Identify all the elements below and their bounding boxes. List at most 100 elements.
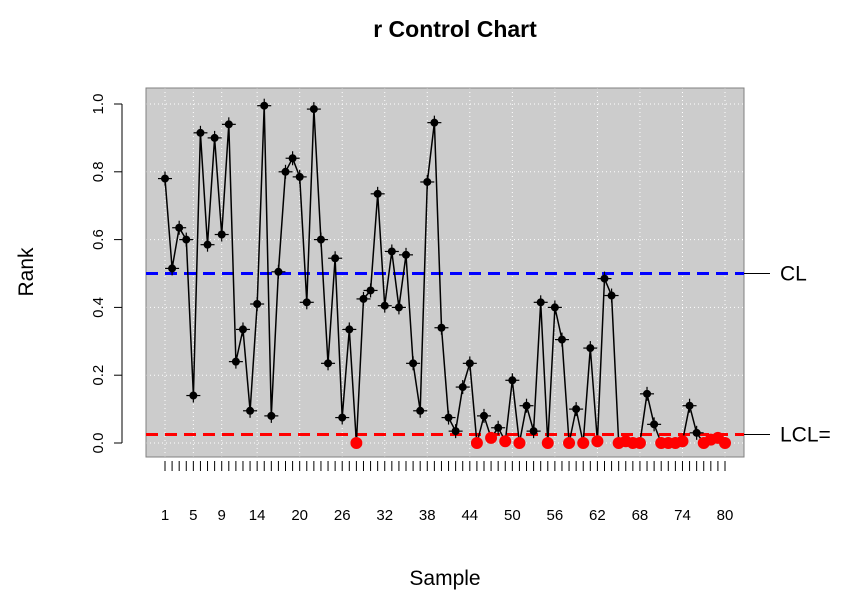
y-tick-label: 0.4 (90, 297, 107, 318)
out-of-control-point (470, 437, 483, 449)
data-point (406, 356, 421, 371)
data-point (689, 425, 704, 440)
data-point (547, 300, 562, 315)
y-tick-label: 0.8 (90, 161, 107, 182)
data-point (505, 373, 520, 388)
point-marker (676, 435, 689, 448)
data-point (363, 283, 378, 298)
data-point (257, 98, 272, 113)
limit-label: LCL= (780, 424, 831, 447)
data-point (441, 410, 456, 425)
point-marker (633, 437, 646, 449)
data-point (533, 295, 548, 310)
data-point (228, 354, 243, 369)
data-point (207, 130, 222, 145)
data-point (306, 102, 321, 117)
data-point (328, 251, 343, 266)
data-point (221, 117, 236, 132)
x-tick-label: 9 (218, 507, 226, 524)
data-point (597, 271, 612, 286)
y-tick-label: 0.2 (90, 365, 107, 386)
data-point (491, 420, 506, 435)
data-point (413, 403, 428, 418)
x-tick-label: 32 (376, 507, 393, 524)
data-point (526, 424, 541, 439)
out-of-control-point (591, 435, 604, 448)
point-marker (470, 437, 483, 449)
x-tick-label: 20 (291, 507, 308, 524)
data-point (682, 398, 697, 413)
out-of-control-point (633, 437, 646, 449)
data-point (335, 410, 350, 425)
data-point (377, 298, 392, 313)
x-tick-label: 26 (334, 507, 351, 524)
data-point (243, 403, 258, 418)
data-point (604, 288, 619, 303)
point-marker (499, 435, 512, 448)
data-point (384, 244, 399, 259)
data-point (264, 408, 279, 423)
data-point (569, 402, 584, 417)
y-tick-label: 1.0 (90, 94, 107, 115)
data-point (476, 408, 491, 423)
plot-area (146, 88, 744, 457)
point-marker (591, 435, 604, 448)
data-point (158, 171, 172, 186)
point-marker (563, 437, 576, 449)
out-of-control-point (563, 437, 576, 449)
point-marker (513, 437, 526, 449)
data-point (292, 169, 307, 184)
point-marker (577, 437, 590, 449)
data-point (193, 125, 208, 140)
out-of-control-point (541, 437, 554, 449)
data-point (455, 380, 470, 395)
data-point (427, 115, 442, 130)
data-point (271, 264, 286, 279)
x-tick-label: 56 (547, 507, 564, 524)
x-axis: 1 5 9 14 20 26 32 38 44 50 56 62 68 74 80 (161, 461, 733, 524)
data-point (399, 247, 414, 262)
data-point (278, 164, 293, 179)
data-point (200, 237, 215, 252)
data-series (158, 98, 731, 449)
data-point (462, 356, 477, 371)
data-point (583, 341, 598, 356)
point-marker (485, 431, 498, 444)
limit-label: CL (780, 263, 807, 286)
out-of-control-point (676, 435, 689, 448)
out-of-control-point (719, 437, 731, 449)
out-of-control-point (577, 437, 590, 449)
data-point (391, 300, 406, 315)
control-limits: CL LCL= (146, 263, 831, 447)
y-tick-label: 0.6 (90, 229, 107, 250)
data-point (370, 186, 385, 201)
data-point (321, 356, 336, 371)
x-tick-label: 74 (674, 507, 691, 524)
data-point (165, 261, 180, 276)
y-axis: 0.0 0.2 0.4 0.6 0.8 1.0 (90, 94, 123, 454)
data-point (640, 386, 655, 401)
out-of-control-point (513, 437, 526, 449)
point-marker (350, 437, 363, 449)
data-point (554, 332, 569, 347)
data-point (285, 151, 300, 166)
x-tick-label: 44 (461, 507, 478, 524)
point-marker (541, 437, 554, 449)
y-axis-label: Rank (15, 247, 38, 297)
x-tick-label: 38 (419, 507, 436, 524)
x-tick-label: 1 (161, 507, 169, 524)
out-of-control-point (350, 437, 363, 449)
data-point (434, 320, 449, 335)
y-tick-label: 0.0 (90, 433, 107, 454)
data-point (186, 388, 201, 403)
x-tick-label: 50 (504, 507, 521, 524)
chart-title: r Control Chart (373, 16, 537, 42)
data-point (313, 232, 328, 247)
data-point (519, 398, 534, 413)
out-of-control-point (499, 435, 512, 448)
x-tick-label: 68 (632, 507, 649, 524)
data-point (235, 322, 250, 337)
data-point (356, 291, 371, 306)
data-point (647, 417, 662, 432)
data-point (250, 297, 265, 312)
